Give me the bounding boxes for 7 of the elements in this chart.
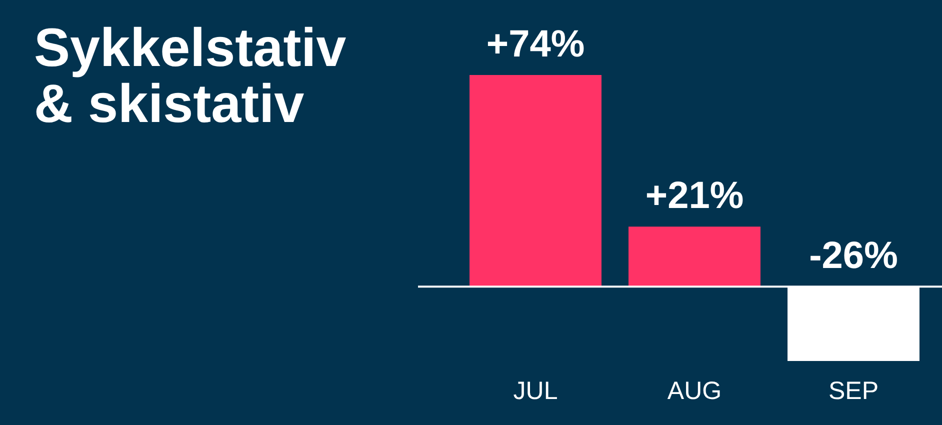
x-tick-label: JUL	[513, 376, 558, 405]
data-label: +74%	[486, 23, 585, 66]
data-label: +21%	[645, 175, 744, 218]
x-tick-label: SEP	[828, 376, 879, 405]
chart-title: Sykkelstativ & skistativ	[34, 18, 348, 134]
x-tick-label: AUG	[667, 376, 722, 405]
data-label: -26%	[809, 235, 898, 278]
